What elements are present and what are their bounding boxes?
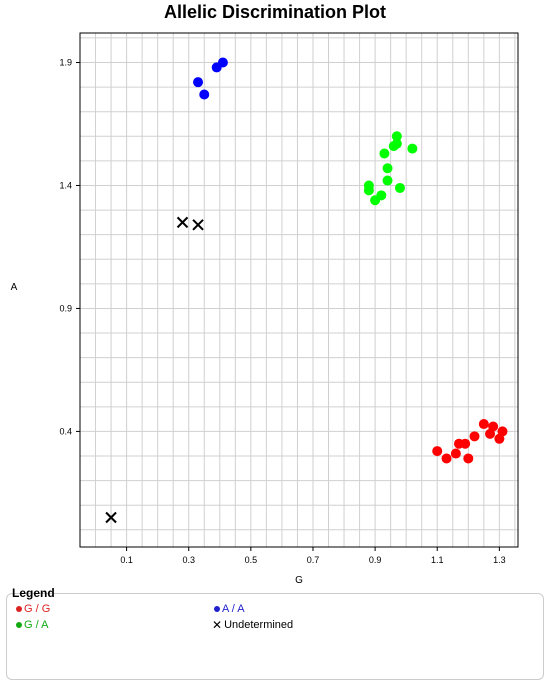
legend-label: G / G — [24, 603, 51, 615]
point-undetermined — [192, 219, 204, 231]
point-g-g — [463, 453, 474, 464]
plot-frame — [79, 32, 519, 548]
x-tick-label: 0.9 — [369, 555, 382, 565]
legend-dot-icon — [214, 606, 220, 612]
point-a-a — [193, 77, 204, 88]
point-g-a — [407, 143, 418, 154]
legend-entry-g-a: G / A — [16, 619, 48, 631]
point-g-g — [450, 448, 461, 459]
legend-label: A / A — [222, 603, 245, 615]
point-g-g — [460, 438, 471, 449]
point-g-g — [441, 453, 452, 464]
point-a-a — [199, 89, 210, 100]
point-g-g — [469, 431, 480, 442]
point-g-a — [391, 138, 402, 149]
legend-label: G / A — [24, 619, 49, 631]
legend-entry-undetermined: ✕ Undetermined — [212, 619, 293, 631]
point-g-g — [488, 421, 499, 432]
x-tick-label: 0.7 — [307, 555, 320, 565]
legend-entry-g-g: G / G — [16, 603, 50, 615]
data-points — [105, 57, 508, 524]
x-tick-label: 1.3 — [493, 555, 506, 565]
point-undetermined — [176, 216, 189, 229]
point-g-a — [382, 175, 393, 186]
point-g-a — [379, 148, 390, 159]
point-g-a — [376, 190, 387, 201]
point-a-a — [217, 57, 228, 68]
chart-title: Allelic Discrimination Plot — [163, 2, 387, 22]
y-tick-label: 0.4 — [59, 426, 72, 436]
point-g-a — [394, 182, 405, 193]
point-g-g — [432, 446, 443, 457]
point-g-g — [497, 426, 508, 437]
legend-dot-icon — [16, 622, 22, 628]
grid — [79, 33, 518, 547]
legend-dot-icon — [16, 606, 22, 612]
axis-ticks: 0.1 0.3 0.5 0.7 0.9 1.1 1.3 0.4 0.9 1.4 1.9 — [59, 58, 505, 565]
legend-box — [6, 593, 544, 680]
y-tick-label: 1.9 — [59, 58, 72, 68]
point-g-g — [478, 419, 489, 430]
y-axis-label: A — [11, 282, 18, 293]
point-g-a — [391, 131, 402, 142]
point-g-a — [363, 185, 374, 196]
legend-title: Legend — [12, 586, 55, 600]
scatter-plot: 0.1 0.3 0.5 0.7 0.9 1.1 1.3 0.4 0.9 1.4 1.9 G A — [11, 32, 519, 586]
x-tick-label: 1.1 — [431, 555, 444, 565]
cross-icon: ✕ — [212, 618, 223, 632]
legend-entry-a-a: A / A — [214, 603, 245, 615]
y-tick-label: 0.9 — [59, 303, 72, 313]
x-axis-label: G — [295, 575, 303, 586]
legend-label: Undetermined — [224, 619, 294, 631]
point-undetermined — [105, 511, 117, 524]
point-g-a — [382, 163, 393, 174]
x-tick-label: 0.3 — [182, 555, 195, 565]
x-tick-label: 0.1 — [120, 555, 133, 565]
y-tick-label: 1.4 — [59, 180, 72, 190]
x-tick-label: 0.5 — [245, 555, 258, 565]
